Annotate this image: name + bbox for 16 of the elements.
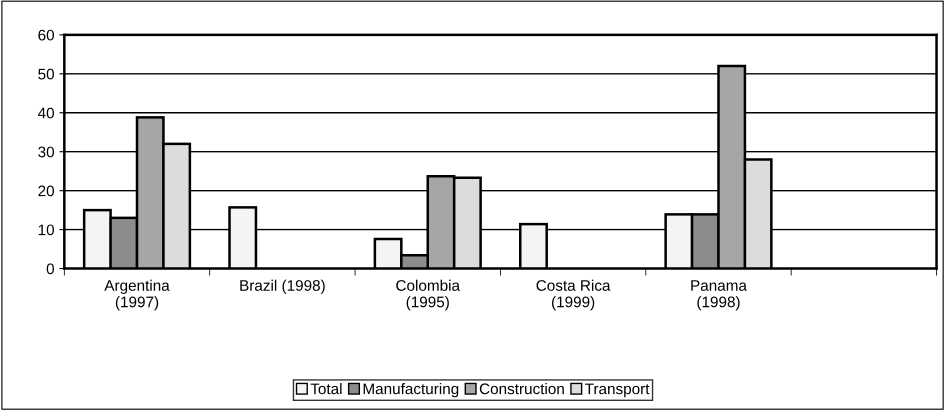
- y-tick-label: 40: [38, 108, 54, 118]
- legend-label: Transport: [585, 384, 650, 398]
- y-tick-label: 20: [38, 186, 54, 196]
- x-tick-label: Costa Rica (1999): [536, 280, 610, 310]
- legend-label: Manufacturing: [364, 383, 458, 398]
- y-tick-label: 50: [38, 68, 54, 80]
- x-tick-label: Colombia (1995): [396, 280, 460, 310]
- y-tick-label: 10: [38, 224, 54, 236]
- y-tick-label: 0: [46, 263, 54, 274]
- x-tick-label: Argentina (1997): [104, 280, 170, 310]
- x-tick-label: Brazil (1998): [240, 280, 325, 294]
- y-tick-label: 30: [38, 146, 54, 158]
- y-tick-label: 60: [38, 30, 54, 41]
- legend-label: Construction: [480, 383, 564, 394]
- x-tick-label: Panama (1998): [691, 280, 747, 310]
- legend-label: Total: [310, 383, 342, 394]
